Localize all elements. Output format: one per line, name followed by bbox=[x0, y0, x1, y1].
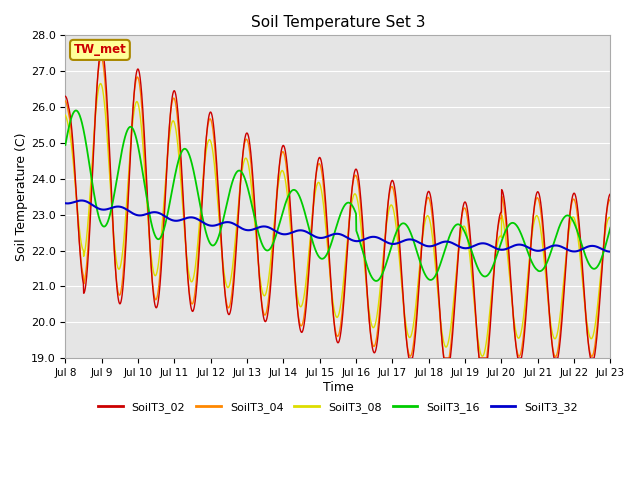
Y-axis label: Soil Temperature (C): Soil Temperature (C) bbox=[15, 132, 28, 261]
Title: Soil Temperature Set 3: Soil Temperature Set 3 bbox=[251, 15, 425, 30]
Legend: SoilT3_02, SoilT3_04, SoilT3_08, SoilT3_16, SoilT3_32: SoilT3_02, SoilT3_04, SoilT3_08, SoilT3_… bbox=[94, 397, 582, 417]
X-axis label: Time: Time bbox=[323, 381, 353, 394]
Text: TW_met: TW_met bbox=[74, 43, 126, 57]
